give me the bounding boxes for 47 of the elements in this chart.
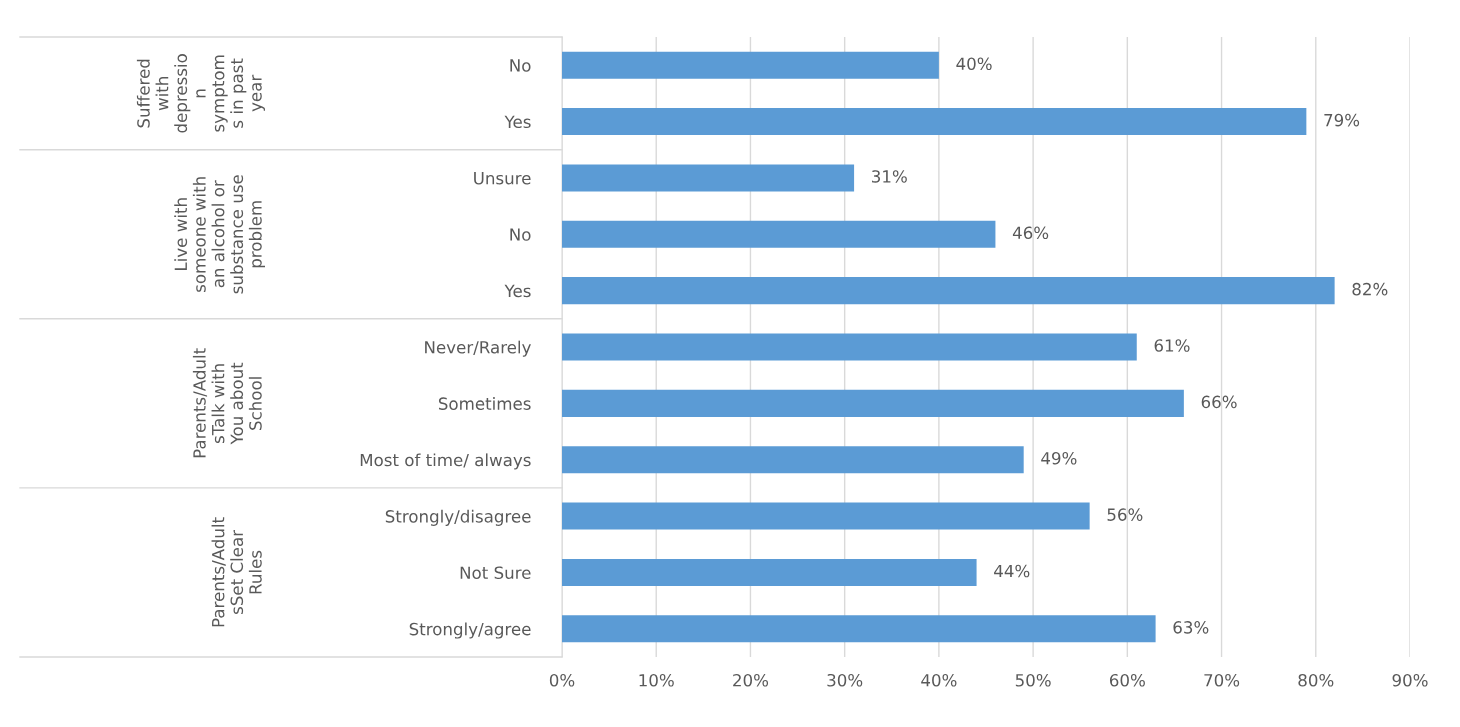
bar <box>562 502 1090 530</box>
data-label: 79% <box>1324 113 1360 127</box>
y-tick-label: Yes <box>504 115 531 129</box>
x-tick-label: 10% <box>639 673 674 687</box>
data-label: 40% <box>956 57 992 71</box>
y-tick-label: Most of time/ always <box>360 453 531 470</box>
bar <box>562 615 1156 643</box>
data-label: 44% <box>994 564 1030 578</box>
text: Live with someone with an alcohol or substance use problem <box>174 175 265 294</box>
bar <box>562 389 1184 417</box>
x-tick-label: 0% <box>549 673 575 687</box>
y-tick-label: Yes <box>504 284 531 298</box>
data-label: 82% <box>1352 282 1388 296</box>
bar <box>562 108 1307 136</box>
data-label: 66% <box>1201 395 1237 409</box>
x-tick-label: 50% <box>1015 673 1051 687</box>
bar <box>562 558 977 586</box>
x-tick-label: 60% <box>1109 673 1145 687</box>
data-label: 31% <box>872 170 907 183</box>
x-tick-label: 40% <box>921 673 957 687</box>
data-label: 49% <box>1041 451 1077 465</box>
text: Parents/Adult sSet Clear Rules <box>211 517 262 627</box>
bar <box>562 333 1137 361</box>
x-tick-label: 70% <box>1204 673 1240 687</box>
data-label: 61% <box>1154 339 1190 352</box>
y-tick-label: Unsure <box>474 172 531 185</box>
y-tick-label: No <box>510 59 531 72</box>
y-tick-label: Never/Rarely <box>425 340 531 357</box>
y-tick-label: Strongly/agree <box>409 622 531 639</box>
bar <box>562 51 939 79</box>
x-tick-label: 90% <box>1392 673 1428 687</box>
data-label: 56% <box>1107 508 1143 521</box>
x-tick-label: 80% <box>1298 673 1334 687</box>
x-tick-label: 20% <box>733 673 769 687</box>
text: Parents/Adult sTalk with You about School <box>192 348 262 458</box>
y-tick-label: Strongly/disagree <box>385 509 531 526</box>
data-label: 63% <box>1173 621 1209 634</box>
bar <box>562 446 1024 474</box>
y-tick-label: Not Sure <box>460 566 531 580</box>
x-tick-label: 30% <box>827 673 863 687</box>
y-tick-label: No <box>510 228 531 241</box>
text: Suffered with depressio n symptom s in past year <box>136 54 265 133</box>
y-tick-label: Sometimes <box>438 397 531 410</box>
bar <box>562 220 996 248</box>
bar <box>562 277 1335 305</box>
bar <box>562 164 855 192</box>
data-label: 46% <box>1012 226 1049 240</box>
